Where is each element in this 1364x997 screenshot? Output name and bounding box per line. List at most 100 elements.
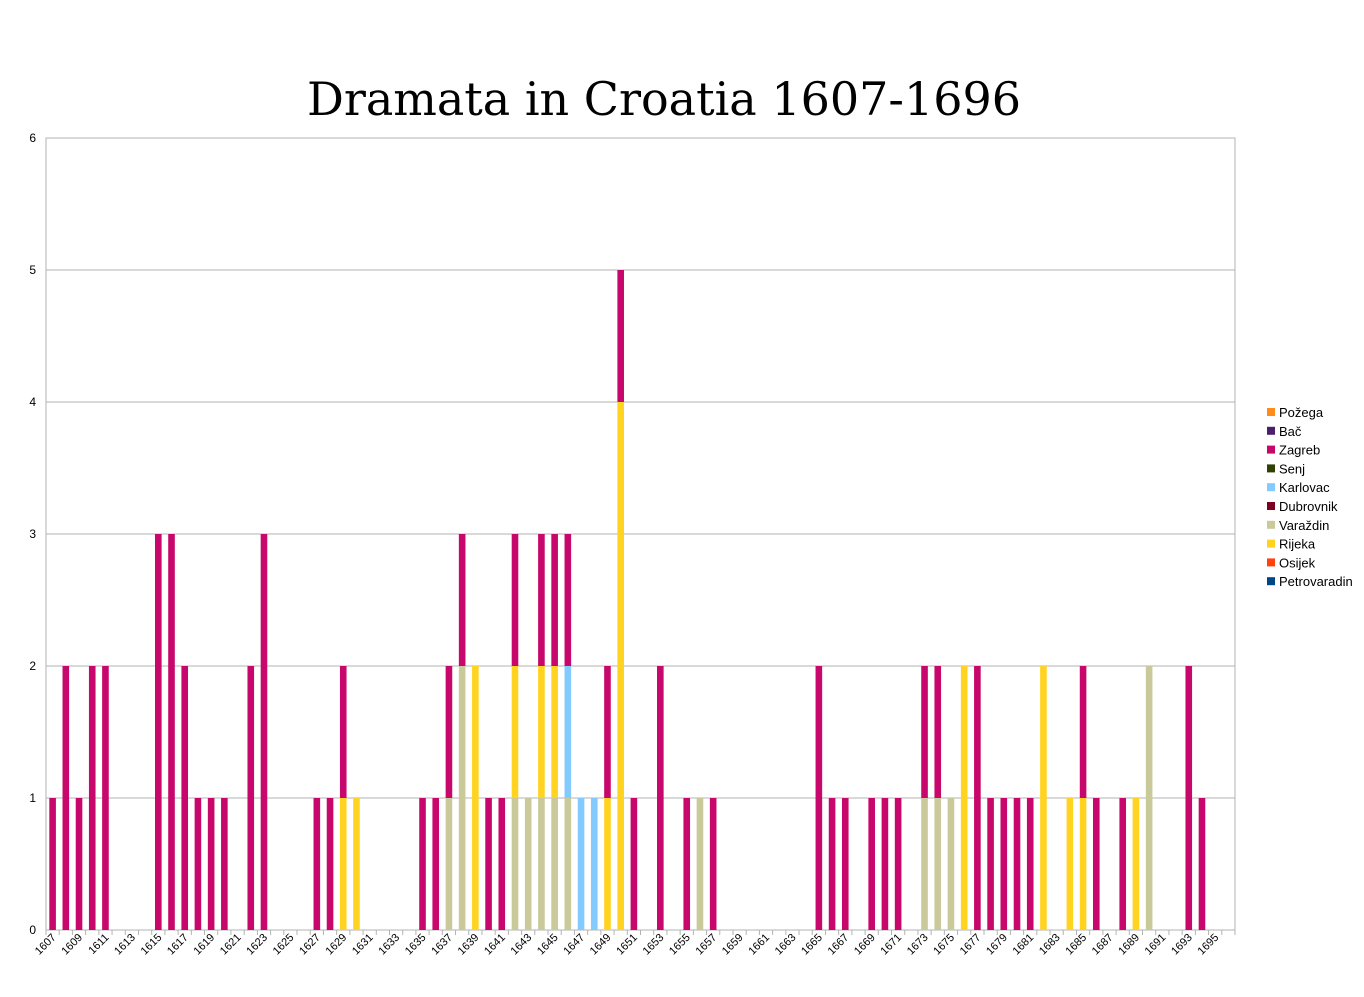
bar-rijeka-1649 — [604, 798, 611, 930]
y-axis: 0 1 2 3 4 5 6 — [29, 131, 36, 937]
bar-zagreb-1688 — [1119, 798, 1127, 930]
x-tick-label: 1639 — [456, 932, 482, 958]
bar-varaždin-1646 — [564, 798, 572, 930]
legend-label: Rijeka — [1279, 537, 1316, 552]
x-tick-label: 1607 — [33, 932, 59, 958]
x-tick-label: 1627 — [297, 932, 323, 958]
bar-zagreb-1642 — [511, 534, 519, 666]
bar-varaždin-1690 — [1145, 666, 1153, 930]
bar-zagreb-1610 — [88, 666, 96, 930]
legend-swatch — [1267, 502, 1275, 510]
bar-zagreb-1677 — [974, 666, 981, 930]
bar-karlovac-1648 — [590, 798, 598, 930]
x-tick-label: 1657 — [693, 932, 719, 958]
bar-zagreb-1685 — [1079, 666, 1087, 798]
bar-zagreb-1611 — [102, 666, 109, 930]
x-tick-label: 1673 — [905, 932, 931, 958]
legend-label: Karlovac — [1279, 480, 1330, 495]
bar-varaždin-1644 — [538, 798, 545, 930]
x-tick-label: 1641 — [482, 932, 508, 958]
bars — [49, 270, 1206, 930]
x-tick-label: 1659 — [720, 932, 746, 958]
bar-rijeka-1684 — [1066, 798, 1074, 930]
bar-zagreb-1645 — [551, 534, 558, 666]
x-tick-label: 1621 — [218, 932, 244, 958]
bar-zagreb-1641 — [498, 798, 506, 930]
bar-zagreb-1628 — [326, 798, 334, 930]
legend-swatch — [1267, 577, 1275, 586]
gridlines — [45, 137, 1236, 931]
legend-label: Osijek — [1279, 555, 1316, 570]
x-tick-label: 1661 — [746, 932, 772, 958]
x-tick-label: 1675 — [931, 932, 957, 958]
bar-zagreb-1651 — [630, 798, 638, 930]
x-tick-label: 1629 — [324, 932, 350, 958]
x-tick-label: 1683 — [1037, 932, 1063, 958]
x-tick-label: 1679 — [984, 932, 1010, 958]
bar-rijeka-1644 — [538, 666, 545, 798]
y-tick-label: 1 — [29, 791, 36, 805]
bar-varaždin-1637 — [445, 798, 453, 930]
bar-zagreb-1655 — [683, 798, 691, 930]
bar-rijeka-1685 — [1079, 798, 1087, 930]
x-tick-label: 1625 — [271, 932, 297, 958]
legend-label: Varaždin — [1279, 518, 1329, 533]
bar-zagreb-1607 — [49, 798, 56, 930]
bar-rijeka-1642 — [511, 666, 519, 798]
x-tick-label: 1677 — [958, 932, 984, 958]
bar-zagreb-1694 — [1198, 798, 1206, 930]
bar-zagreb-1629 — [339, 666, 347, 798]
bar-varaždin-1643 — [524, 798, 532, 930]
legend-swatch — [1267, 520, 1275, 529]
x-tick-label: 1651 — [614, 932, 640, 958]
bar-zagreb-1636 — [432, 798, 440, 930]
bar-zagreb-1673 — [921, 666, 928, 798]
x-tick-label: 1623 — [244, 932, 270, 958]
bar-rijeka-1689 — [1132, 798, 1140, 930]
legend-swatch — [1267, 483, 1275, 492]
y-tick-label: 5 — [29, 263, 36, 277]
y-tick-label: 2 — [29, 659, 36, 673]
x-tick-label: 1671 — [878, 932, 904, 958]
bar-zagreb-1638 — [458, 534, 466, 666]
bar-varaždin-1656 — [696, 798, 704, 930]
legend-swatch — [1267, 426, 1275, 435]
x-tick-label: 1643 — [509, 932, 535, 958]
x-tick-label: 1681 — [1011, 932, 1037, 958]
x-tick-label: 1637 — [429, 932, 455, 958]
x-tick-label: 1609 — [59, 932, 85, 958]
bar-zagreb-1665 — [815, 666, 823, 930]
bar-varaždin-1638 — [458, 666, 466, 930]
bar-zagreb-1667 — [841, 798, 849, 930]
bar-zagreb-1680 — [1013, 798, 1021, 930]
bar-varaždin-1674 — [934, 798, 942, 930]
bar-zagreb-1686 — [1092, 798, 1100, 930]
x-tick-label: 1633 — [376, 932, 402, 958]
x-tick-label: 1689 — [1116, 932, 1142, 958]
x-tick-label: 1687 — [1090, 932, 1116, 958]
bar-zagreb-1618 — [194, 798, 202, 930]
bar-rijeka-1629 — [339, 798, 347, 930]
legend-label: Zagreb — [1279, 443, 1320, 458]
bar-varaždin-1675 — [947, 798, 955, 930]
x-tick-label: 1685 — [1063, 932, 1089, 958]
bar-zagreb-1644 — [538, 534, 545, 666]
bar-zagreb-1679 — [1000, 798, 1008, 930]
bar-rijeka-1639 — [472, 666, 479, 930]
bar-karlovac-1646 — [564, 666, 572, 798]
x-tick-label: 1613 — [112, 932, 138, 958]
bar-varaždin-1673 — [921, 798, 928, 930]
x-axis: 1607 1609 1611 1613 1615 1617 1619 1621 1623 1625… — [33, 930, 1236, 958]
x-tick-label: 1615 — [139, 932, 165, 958]
bar-rijeka-1630 — [353, 798, 360, 930]
y-tick-label: 0 — [29, 923, 36, 937]
x-tick-label: 1691 — [1143, 932, 1169, 958]
y-tick-label: 4 — [29, 395, 36, 409]
bar-zagreb-1674 — [934, 666, 942, 798]
legend: Požega Bač Zagreb Senj Karlovac Dubrovnik Vara… — [1267, 405, 1353, 589]
x-tick-label: 1631 — [350, 932, 376, 958]
legend-label: Požega — [1279, 405, 1324, 420]
bar-zagreb-1669 — [868, 798, 875, 930]
bar-zagreb-1653 — [657, 666, 664, 930]
x-tick-label: 1647 — [561, 932, 587, 958]
